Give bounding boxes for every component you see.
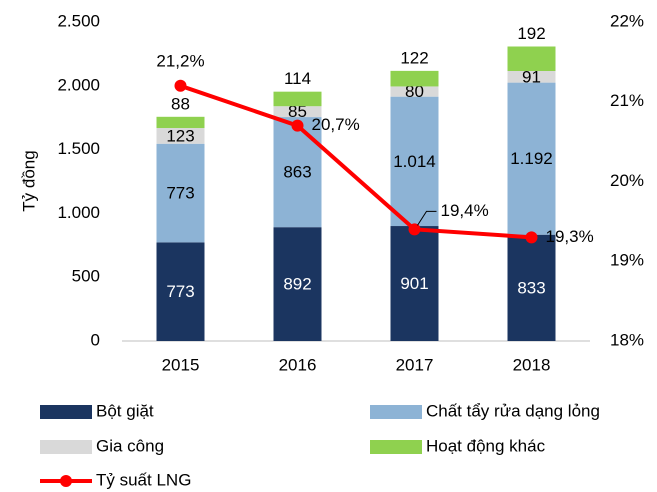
x-tick-label: 2016 <box>279 355 317 374</box>
bar-segment <box>390 226 439 341</box>
bar-segment <box>156 242 205 341</box>
bar-segment <box>273 117 322 228</box>
y-tick-label: 0 <box>91 330 100 349</box>
data-label: 85 <box>288 102 307 121</box>
y2-tick-label: 22% <box>610 11 644 30</box>
legend-swatch <box>370 440 422 454</box>
line-marker <box>408 223 421 236</box>
data-label: 192 <box>517 24 545 43</box>
line-data-label: 19,3% <box>546 227 594 246</box>
data-label: 863 <box>283 163 311 182</box>
y-tick-label: 1.000 <box>57 203 100 222</box>
line-marker <box>174 79 187 92</box>
data-label: 114 <box>284 69 311 88</box>
bar-segment <box>156 116 205 129</box>
y-tick-label: 500 <box>72 267 100 286</box>
legend-label: Hoạt động khác <box>426 436 546 455</box>
line-series <box>179 83 532 240</box>
y-tick-label: 2.500 <box>57 11 100 30</box>
data-label: 91 <box>522 67 541 86</box>
x-tick-label: 2017 <box>396 355 434 374</box>
data-label: 901 <box>400 274 428 293</box>
legend-swatch <box>370 405 422 419</box>
bar-segment <box>273 91 322 107</box>
line-data-label: 19,4% <box>441 201 489 220</box>
y-axis-title: Tỷ đồng <box>19 150 38 211</box>
data-label: 773 <box>166 282 194 301</box>
bar-segment <box>507 82 556 235</box>
line-marker <box>291 119 304 132</box>
legend-label: Bột giặt <box>96 401 154 420</box>
legend-swatch <box>40 405 92 419</box>
legend-swatch <box>40 440 92 454</box>
data-label: 773 <box>166 184 194 203</box>
line-data-label: 20,7% <box>312 115 360 134</box>
leader-line <box>417 210 437 226</box>
data-label: 1.192 <box>510 149 553 168</box>
y-tick-label: 2.000 <box>57 75 100 94</box>
legend-marker <box>60 475 72 487</box>
bar-segment <box>507 234 556 341</box>
data-label: 1.014 <box>393 152 436 171</box>
bar-segment <box>156 143 205 243</box>
bar-segment <box>156 128 205 144</box>
bar-segment <box>507 46 556 71</box>
y2-tick-label: 21% <box>610 91 644 110</box>
data-label: 122 <box>400 48 428 67</box>
legend-label: Chất tẩy rửa dạng lỏng <box>426 401 600 420</box>
y2-tick-label: 19% <box>610 251 644 270</box>
y-tick-label: 1.500 <box>57 139 100 158</box>
line-data-label: 21,2% <box>156 51 204 70</box>
x-tick-label: 2015 <box>162 355 200 374</box>
bar-segment <box>390 96 439 227</box>
data-label: 123 <box>166 126 194 145</box>
data-label: 88 <box>171 94 190 113</box>
data-label: 833 <box>517 278 545 297</box>
bar-segment <box>273 227 322 341</box>
y2-tick-label: 20% <box>610 171 644 190</box>
line-marker <box>525 231 538 244</box>
y2-tick-label: 18% <box>610 330 644 349</box>
legend-label: Tỷ suất LNG <box>96 470 191 489</box>
bar-segment <box>273 106 322 118</box>
data-label: 892 <box>283 275 311 294</box>
bar-segment <box>390 70 439 87</box>
bar-segment <box>390 86 439 97</box>
x-tick-label: 2018 <box>513 355 551 374</box>
legend-label: Gia công <box>96 436 164 455</box>
data-label: 80 <box>405 82 424 101</box>
bar-segment <box>507 70 556 83</box>
